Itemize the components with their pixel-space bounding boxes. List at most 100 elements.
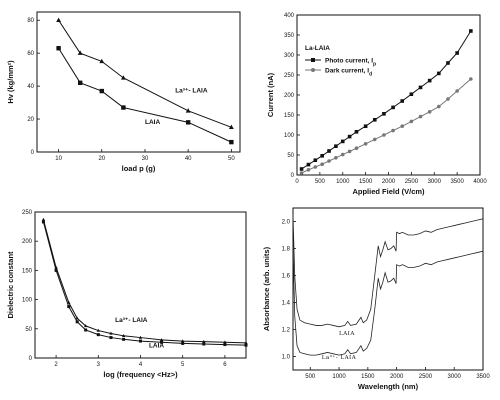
data-point — [75, 320, 79, 324]
series-line-0 — [42, 219, 247, 344]
panel-absorbance-chart: 500 1000 1500 2000 2500 3000 3500 1.0 1.2 1.4 1.6 1… — [262, 207, 490, 391]
data-point — [320, 154, 324, 158]
data-point — [340, 152, 345, 157]
y-tick-label: 200 — [22, 239, 33, 245]
y-tick-label: 400 — [284, 13, 295, 19]
x-tick-label: 5 — [181, 362, 185, 368]
y-tick-label: 200 — [284, 93, 295, 99]
data-point — [446, 97, 450, 101]
data-point — [121, 334, 126, 338]
data-point — [418, 114, 423, 119]
x-tick-label: 2500 — [419, 374, 433, 380]
data-point — [409, 119, 414, 124]
y-tick-label: 50 — [287, 153, 294, 159]
legend-label: Dark current, Id — [325, 68, 372, 78]
data-point — [96, 333, 100, 337]
data-point — [334, 156, 338, 160]
data-point — [347, 149, 352, 154]
data-point — [354, 130, 359, 134]
data-point — [54, 268, 58, 272]
data-point — [229, 139, 234, 145]
data-point — [160, 340, 164, 344]
x-axis-label: Wavelength (nm) — [358, 382, 419, 391]
data-point — [363, 124, 368, 128]
data-point — [340, 139, 345, 144]
x-tick-label: 50 — [228, 156, 235, 162]
data-point — [181, 341, 185, 345]
data-point — [75, 316, 79, 320]
data-point — [244, 341, 248, 345]
y-tick-label: 0 — [31, 150, 35, 156]
x-axis-label: Applied Field (V/cm) — [352, 187, 425, 196]
panel-hardness-chart: 10 20 30 40 50 0 20 40 60 80 load p (g) Hv (kg/mm²)… — [6, 11, 241, 173]
data-point — [306, 162, 311, 167]
series-line-1 — [292, 241, 484, 356]
annotation-label: LAIA — [149, 342, 164, 349]
x-tick-label: 4000 — [473, 179, 487, 185]
x-tick-label: 1500 — [361, 374, 375, 380]
data-point — [391, 128, 395, 133]
x-tick-label: 6 — [223, 362, 227, 368]
data-point — [228, 124, 234, 130]
y-tick-label: 1.2 — [282, 328, 291, 334]
series-line-1 — [301, 78, 472, 174]
x-tick-label: 1500 — [359, 179, 373, 185]
legend-title: La-LAIA — [305, 45, 330, 52]
annotation-label: LAIA — [339, 331, 355, 337]
legend-marker — [311, 58, 315, 62]
y-tick-label: 40 — [27, 84, 34, 90]
panel-current-chart: 0 500 1000 1500 2000 2500 3000 3500 4000 0 50 100 15… — [266, 13, 487, 196]
data-point — [327, 159, 331, 163]
series-line-1 — [42, 221, 247, 346]
x-tick-label: 40 — [185, 156, 192, 162]
x-tick-label: 30 — [142, 156, 149, 162]
x-tick-label: 2000 — [382, 179, 396, 185]
y-tick-label: 300 — [284, 53, 295, 59]
data-point — [185, 108, 191, 113]
data-point — [469, 77, 473, 81]
data-point — [109, 336, 113, 340]
x-axis-label: log (frequency <Hz>) — [103, 370, 178, 379]
y-tick-label: 0 — [291, 173, 295, 179]
data-point — [382, 133, 386, 137]
x-tick-label: 3000 — [428, 179, 442, 185]
x-tick-label: 3500 — [476, 374, 490, 380]
x-tick-label: 10 — [55, 156, 62, 162]
y-tick-label: 50 — [25, 327, 32, 333]
data-point — [400, 124, 405, 128]
y-tick-label: 20 — [27, 117, 34, 123]
data-point — [372, 137, 377, 142]
data-point — [334, 144, 338, 148]
y-tick-label: 1.8 — [282, 247, 291, 253]
y-tick-label: 80 — [27, 18, 34, 24]
y-tick-label: 350 — [284, 33, 295, 39]
data-point — [99, 88, 104, 94]
y-tick-label: 100 — [284, 133, 295, 139]
data-point — [427, 110, 432, 114]
plot-frame — [36, 11, 241, 153]
data-point — [418, 85, 423, 90]
annotation-label: LAIA — [145, 119, 160, 126]
data-point — [67, 305, 71, 309]
x-tick-label: 2 — [54, 362, 58, 368]
data-point — [77, 50, 83, 55]
y-tick-label: 250 — [284, 73, 295, 79]
x-tick-label: 1000 — [332, 374, 346, 380]
data-point — [223, 340, 227, 344]
plot-frame — [292, 207, 484, 371]
annotation-label: La³⁺- LAIA — [175, 88, 208, 95]
data-point — [77, 80, 83, 86]
data-point — [56, 46, 61, 51]
data-point — [185, 120, 191, 125]
data-point — [41, 217, 46, 221]
legend-label: Photo current, Ip — [325, 58, 376, 68]
x-tick-label: 4 — [139, 362, 143, 368]
data-point — [122, 337, 126, 341]
y-axis-label: Dielectric constant — [6, 251, 15, 319]
data-point — [84, 328, 88, 332]
data-point — [202, 342, 206, 346]
annotation-label: La³⁺- LAIA — [322, 354, 357, 361]
data-point — [181, 339, 185, 343]
legend-marker — [311, 68, 315, 72]
data-point — [354, 146, 359, 150]
